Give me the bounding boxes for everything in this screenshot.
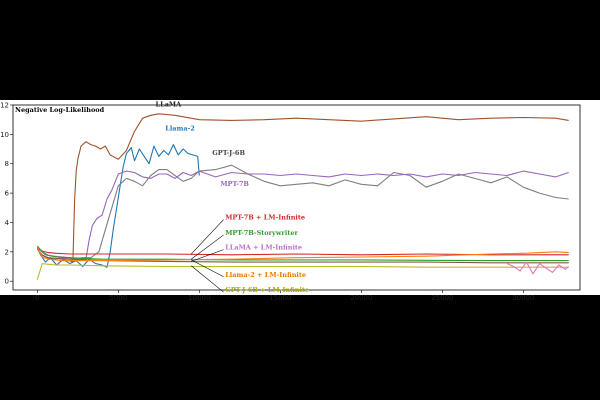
x-tick-label: 15000 xyxy=(269,294,291,302)
series-line-llama-lm-infinite xyxy=(36,248,569,264)
series-line-gpt-j-6b xyxy=(36,164,569,260)
x-tick-label: 30000 xyxy=(512,294,534,302)
x-tick-label: 20000 xyxy=(350,294,372,302)
x-tick-label: 10000 xyxy=(188,294,210,302)
y-tick-label: 8 xyxy=(5,160,9,168)
y-tick-label: 2 xyxy=(5,248,9,256)
series-label: GPT-J-6B + LM-Infinite xyxy=(225,286,309,294)
series-line-llama-2 xyxy=(36,144,200,268)
series-label: MPT-7B xyxy=(220,180,249,188)
annotation-pointer xyxy=(191,249,224,262)
y-tick-label: 12 xyxy=(0,102,9,110)
series-line-gpt-j-6b-lm-infinite xyxy=(36,263,569,280)
series-label: Llama-2 + LM-Infinite xyxy=(225,271,306,279)
series-line-mpt-7b-storywriter xyxy=(36,245,569,262)
annotation-pointer xyxy=(191,265,224,293)
series-line-unlabeled-9 xyxy=(506,261,570,275)
x-tick-label: 25000 xyxy=(431,294,453,302)
series-line-mpt-7b-lm-infinite xyxy=(36,246,569,256)
annotation-pointer xyxy=(191,234,224,260)
plot-area-frame xyxy=(12,104,581,291)
x-tick-label: 0 xyxy=(35,294,39,302)
annotation-pointer xyxy=(190,219,224,255)
y-tick-label: 6 xyxy=(5,190,10,198)
series-label: LLaMA + LM-Infinite xyxy=(225,244,302,252)
y-axis-label: Negative Log-Likelihood xyxy=(15,106,105,114)
series-label: MPT-7B + LM-Infinite xyxy=(225,214,305,222)
series-line-mpt-7b xyxy=(36,170,569,260)
annotation-pointer xyxy=(191,259,224,278)
series-label: GPT-J-6B xyxy=(212,149,245,157)
series-label: Llama-2 xyxy=(165,125,195,133)
series-label: LLaMA xyxy=(156,100,183,108)
x-tick-label: 5000 xyxy=(109,294,127,302)
series-line-llama-2-lm-infinite xyxy=(36,247,569,262)
y-tick-label: 10 xyxy=(0,131,9,139)
y-tick-label: 4 xyxy=(5,219,10,227)
y-tick-label: 0 xyxy=(5,278,9,286)
series-label: MPT-7B-Storywriter xyxy=(225,229,298,237)
